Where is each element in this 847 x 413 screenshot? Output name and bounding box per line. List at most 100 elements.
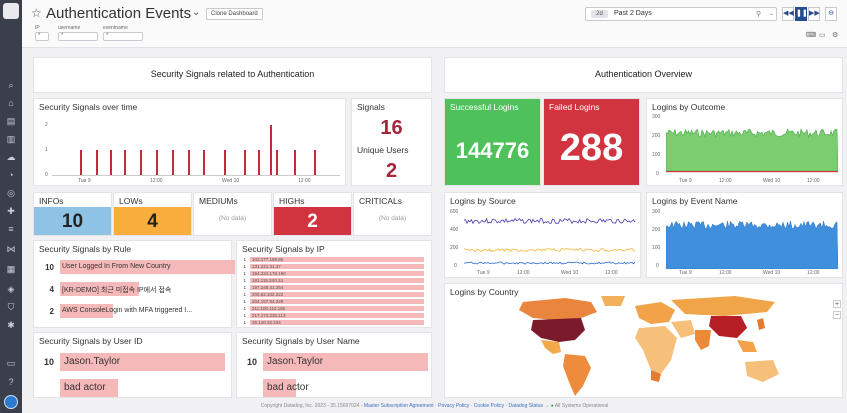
widget-signals-by-user-id[interactable]: Security Signals by User ID 10 Jason.Tay…: [33, 332, 232, 398]
row-bar: [60, 282, 139, 296]
world-map[interactable]: [505, 296, 805, 398]
widget-severity-medium[interactable]: MEDIUMs (No data): [193, 192, 272, 236]
ip-row[interactable]: 1 102.177.188.86: [241, 256, 426, 263]
help-icon[interactable]: ?: [8, 377, 14, 387]
no-data-text: (No data): [378, 215, 407, 222]
security-icon[interactable]: ◈: [7, 284, 15, 294]
settings-icon[interactable]: ⚙: [832, 32, 839, 39]
row-bar: [250, 256, 424, 263]
widget-severity-critical[interactable]: CRITICALs (No data): [353, 192, 432, 236]
widget-logins-by-source[interactable]: Logins by Source 600 400 200 0 Tue 9 12:…: [444, 192, 641, 278]
widget-successful-logins[interactable]: Successful Logins 144776: [444, 98, 541, 186]
list-item[interactable]: 10 User Logged In From New Country: [38, 259, 235, 275]
no-data-text: (No data): [218, 215, 247, 222]
list-item[interactable]: bad actor: [38, 377, 228, 399]
ip-row[interactable]: 1 211.106.114.186: [241, 305, 426, 312]
chevron-down-icon[interactable]: ⌄: [192, 7, 201, 18]
widget-signals-over-time[interactable]: Security Signals over time 2 1 0 Tue 9 1…: [33, 98, 346, 186]
cookie-link[interactable]: Cookie Policy: [473, 403, 504, 409]
privacy-link[interactable]: Privacy Policy: [438, 403, 470, 409]
x-tick: 12:00: [807, 270, 820, 276]
time-range-picker[interactable]: 2d Past 2 Days ⚲ ⌄: [585, 7, 777, 21]
settings-icon[interactable]: ✱: [7, 320, 15, 330]
tv-mode-icon[interactable]: ▭: [819, 32, 826, 39]
widget-signals-by-rule[interactable]: Security Signals by Rule 10 User Logged …: [33, 240, 235, 328]
row-label: 204.157.94.229: [252, 298, 284, 304]
ip-row[interactable]: 1 36.140.32.234: [241, 319, 426, 326]
row-label: 211.106.114.186: [252, 305, 286, 311]
widget-signals-count[interactable]: Signals 16 Unique Users 2: [351, 98, 432, 186]
country-australia: [745, 360, 779, 382]
search-icon[interactable]: ⌕: [8, 80, 14, 90]
widget-severity-low[interactable]: LOWs 4: [113, 192, 192, 236]
severity-label: CRITICALs: [359, 196, 402, 206]
pin-icon[interactable]: ⚲: [756, 11, 762, 18]
country-japan: [757, 318, 765, 330]
list-item[interactable]: bad actor: [241, 377, 431, 399]
rewind-button[interactable]: ◀◀: [782, 7, 794, 21]
monitors-icon[interactable]: ◔: [8, 170, 14, 180]
severity-label: HIGHs: [279, 196, 305, 206]
row-label: bad actor: [267, 382, 309, 393]
ip-row[interactable]: 1 154.224.176.190: [241, 270, 426, 277]
chat-icon[interactable]: ▭: [6, 358, 16, 368]
template-var-username[interactable]: username *: [58, 25, 98, 41]
signal-bar: [203, 150, 205, 175]
list-item[interactable]: 10 Jason.Taylor: [38, 351, 228, 373]
row-bar: [263, 353, 428, 371]
msa-link[interactable]: Master Subscription Agreement: [363, 403, 434, 409]
status-link[interactable]: Datadog Status →: [508, 403, 550, 409]
ip-row[interactable]: 1 204.157.94.229: [241, 298, 426, 305]
zoom-out-button[interactable]: ⊖: [825, 7, 837, 21]
status-text: All Systems Operational: [554, 403, 609, 409]
ip-row[interactable]: 1 181.115.240.24: [241, 277, 426, 284]
list-item[interactable]: 2 AWS ConsoleLogin with MFA triggered I.…: [38, 303, 228, 319]
x-axis: [52, 175, 340, 176]
shield-icon[interactable]: ⛉: [7, 302, 15, 312]
ip-row[interactable]: 1 197.248.41.254: [241, 284, 426, 291]
widget-severity-high[interactable]: HIGHs 2: [273, 192, 352, 236]
widget-logins-by-country[interactable]: Logins by Country + −: [444, 283, 843, 398]
severity-value-box: 4: [114, 207, 191, 235]
integrations-icon[interactable]: ✚: [7, 206, 15, 216]
row-bar: [60, 260, 235, 274]
star-icon[interactable]: ☆: [31, 6, 42, 20]
ip-row[interactable]: 1 131.221.31.37: [241, 263, 426, 270]
network-icon[interactable]: ⋈: [6, 244, 16, 254]
forward-button[interactable]: ▶▶: [808, 7, 820, 21]
row-count: 1: [243, 256, 246, 262]
chevron-down-icon[interactable]: ⌄: [769, 11, 775, 17]
widget-severity-info[interactable]: INFOs 10: [33, 192, 112, 236]
keyboard-icon[interactable]: ⌨: [806, 32, 817, 39]
list-item[interactable]: 4 [KR-DEMO] 최근 미접속 IP에서 접속: [38, 281, 228, 297]
dashboards-icon[interactable]: ▥: [6, 134, 16, 144]
list-item[interactable]: 10 Jason.Taylor: [241, 351, 431, 373]
pause-button[interactable]: ❚❚: [795, 7, 808, 21]
datadog-logo-icon[interactable]: [3, 3, 19, 19]
row-label: 197.248.41.254: [252, 284, 284, 290]
widget-title: Security Signals by Rule: [39, 244, 132, 254]
x-tick: 12:00: [298, 178, 311, 184]
widget-failed-logins[interactable]: Failed Logins 288: [543, 98, 640, 186]
widget-logins-by-event-name[interactable]: Logins by Event Name 300 200 100 0 Tue 9…: [646, 192, 843, 278]
user-avatar[interactable]: [4, 395, 18, 409]
widget-signals-by-user-name[interactable]: Security Signals by User Name 10 Jason.T…: [236, 332, 432, 398]
signal-bar: [294, 150, 296, 175]
home-icon[interactable]: ⌂: [8, 98, 14, 108]
template-var-eventname[interactable]: eventname *: [103, 25, 143, 41]
apm-icon[interactable]: ≡: [8, 224, 14, 234]
group-authentication-overview: Authentication Overview: [444, 57, 843, 93]
widget-logins-by-outcome[interactable]: Logins by Outcome 300 200 100 0 Tue 9 12…: [646, 98, 843, 186]
events-icon[interactable]: ▤: [6, 116, 16, 126]
infrastructure-icon[interactable]: ☁: [6, 152, 16, 162]
template-var-ip[interactable]: IP *: [35, 25, 49, 41]
map-zoom-in-button[interactable]: +: [833, 300, 841, 308]
widget-signals-by-ip[interactable]: Security Signals by IP 1 102.177.188.86 1 1…: [236, 240, 432, 328]
metrics-icon[interactable]: ◎: [7, 188, 15, 198]
map-zoom-out-button[interactable]: −: [833, 311, 841, 319]
clone-dashboard-button[interactable]: Clone Dashboard: [206, 8, 263, 20]
logs-icon[interactable]: ▦: [6, 264, 16, 274]
ip-row[interactable]: 1 200.62.102.222: [241, 291, 426, 298]
x-tick: 12:00: [605, 270, 618, 276]
ip-row[interactable]: 1 217.174.235.113: [241, 312, 426, 319]
